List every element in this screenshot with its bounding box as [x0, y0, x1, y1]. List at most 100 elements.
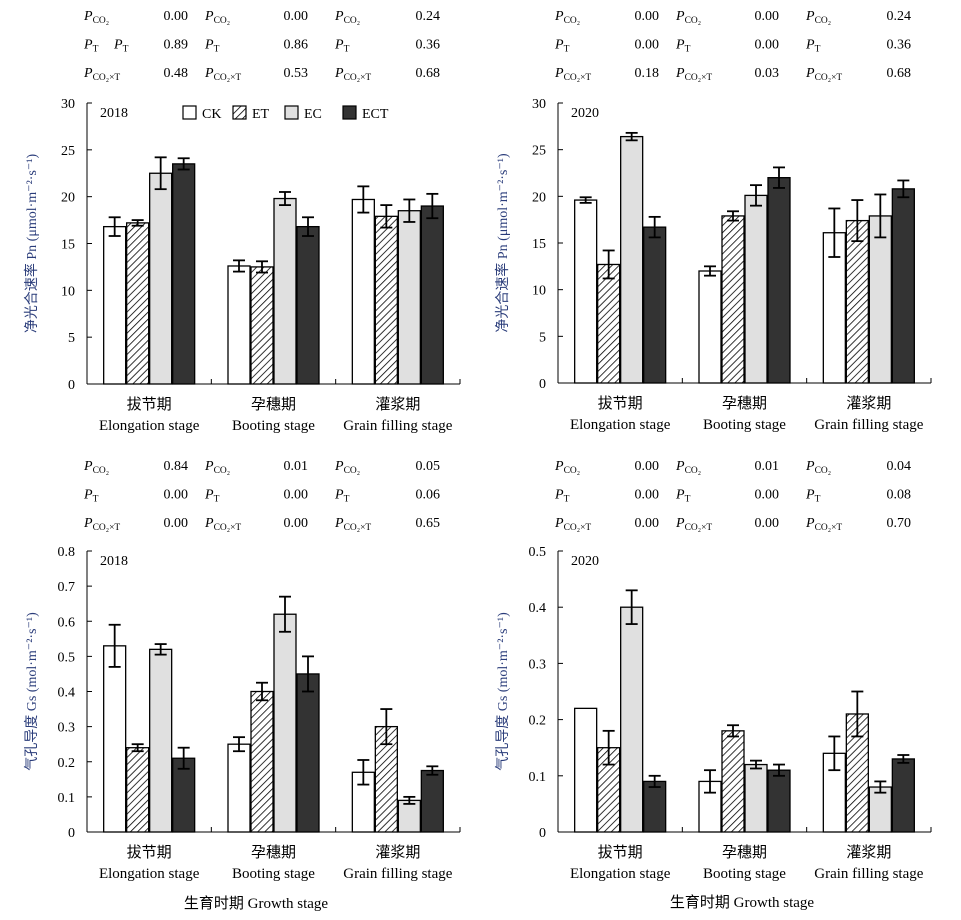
p-value: 0.00 — [755, 488, 780, 503]
bar — [643, 226, 667, 384]
p-label: PCO₂×T — [83, 66, 120, 83]
bar — [868, 786, 892, 833]
p-value: 0.00 — [755, 9, 780, 24]
category-label-en: Grain filling stage — [343, 418, 452, 434]
p-label-extra: PT — [113, 38, 129, 55]
p-label: PCO₂ — [805, 459, 831, 476]
bar — [397, 210, 421, 385]
bar — [126, 747, 150, 833]
legend-label: EC — [304, 107, 322, 122]
bar — [397, 799, 421, 833]
bar — [103, 225, 127, 385]
bar — [296, 225, 320, 385]
p-value: 0.70 — [887, 516, 912, 531]
p-label: PCO₂×T — [204, 516, 241, 533]
y-tick-label: 0.2 — [58, 756, 76, 771]
p-label: PCO₂×T — [204, 66, 241, 83]
bar — [574, 199, 598, 384]
y-axis-label: 净光合速率 Pn (μmol·m⁻²·s⁻¹) — [494, 153, 511, 333]
bar — [420, 769, 444, 833]
bar — [620, 135, 644, 384]
p-label: PT — [334, 488, 350, 505]
p-label: PCO₂×T — [675, 516, 712, 533]
p-value: 0.00 — [284, 9, 309, 24]
category-label-cn: 孕穗期 — [722, 844, 767, 861]
y-tick-label: 30 — [61, 97, 75, 112]
p-label: PCO₂ — [805, 9, 831, 26]
y-axis-label: 气孔导度 Gs (mol·m⁻²·s⁻¹) — [24, 612, 40, 771]
legend-swatch — [182, 105, 197, 120]
legend-swatch — [232, 105, 247, 120]
p-value: 0.36 — [416, 38, 441, 53]
p-value: 0.00 — [284, 516, 309, 531]
category-label-en: Grain filling stage — [343, 866, 452, 882]
p-label: PT — [805, 488, 821, 505]
y-tick-label: 20 — [61, 191, 75, 206]
legend-swatch — [284, 105, 299, 120]
legend-swatch — [342, 105, 357, 120]
category-label-en: Grain filling stage — [814, 417, 923, 433]
p-label: PCO₂ — [204, 9, 230, 26]
p-value: 0.00 — [755, 38, 780, 53]
p-value: 0.00 — [635, 488, 660, 503]
y-tick-label: 0.3 — [529, 657, 547, 672]
category-label-en: Elongation stage — [99, 418, 200, 434]
shared-xlabel-right: 生育时期 Growth stage — [670, 894, 814, 911]
year-label: 2020 — [571, 106, 599, 121]
shared-xlabel-left: 生育时期 Growth stage — [184, 895, 328, 912]
bar — [891, 758, 915, 833]
bar — [744, 194, 768, 384]
category-label-cn: 灌浆期 — [375, 843, 420, 861]
p-value: 0.18 — [635, 66, 660, 81]
p-value: 0.00 — [164, 516, 189, 531]
category-label-en: Booting stage — [232, 418, 315, 434]
p-label: PCO₂ — [675, 9, 701, 26]
year-label: 2018 — [100, 106, 128, 121]
bar — [149, 172, 173, 385]
y-tick-label: 0.4 — [58, 686, 76, 701]
chart-panel-4: PCO₂ 0.00 PCO₂ 0.01 PCO₂ 0.04 PT 0.00 PT 0.00 PT 0.… — [495, 459, 932, 882]
y-tick-label: 5 — [68, 331, 75, 346]
p-label: PCO₂×T — [675, 66, 712, 83]
bar — [149, 648, 173, 833]
category-label-cn: 灌浆期 — [846, 394, 891, 412]
bar — [597, 263, 621, 384]
bar — [103, 645, 127, 833]
p-value: 0.00 — [635, 9, 660, 24]
y-tick-label: 15 — [532, 237, 546, 252]
category-label-en: Booting stage — [232, 866, 315, 882]
bar — [227, 743, 251, 833]
p-value: 0.36 — [887, 38, 912, 53]
p-value: 0.68 — [887, 66, 912, 81]
p-label: PCO₂×T — [334, 516, 371, 533]
p-label: PCO₂×T — [554, 516, 591, 533]
y-tick-label: 20 — [532, 190, 546, 205]
chart-panel-1: PCO₂ 0.00 PCO₂ 0.00 PCO₂ 0.24 PT PT 0.89 PT 0.86 PT… — [23, 9, 461, 434]
chart-panel-3: PCO₂ 0.84 PCO₂ 0.01 PCO₂ 0.05 PT 0.00 PT 0.00 PT 0.… — [24, 459, 461, 882]
bar — [250, 266, 274, 385]
p-label: PCO₂ — [334, 459, 360, 476]
p-value: 0.08 — [887, 488, 912, 503]
category-label-en: Elongation stage — [570, 866, 671, 882]
category-label-cn: 孕穗期 — [251, 844, 296, 861]
category-label-cn: 灌浆期 — [846, 843, 891, 861]
p-label: PT — [83, 38, 99, 55]
p-label: PT — [83, 488, 99, 505]
y-tick-label: 15 — [61, 238, 75, 253]
p-value: 0.65 — [416, 516, 441, 531]
bar — [698, 270, 722, 384]
p-label: PCO₂ — [204, 459, 230, 476]
bar — [172, 163, 196, 385]
y-axis-label: 净光合速率 Pn (μmol·m⁻²·s⁻¹) — [23, 154, 40, 334]
bar — [374, 215, 398, 385]
bar — [296, 673, 320, 833]
bar — [126, 222, 150, 385]
p-label: PT — [554, 488, 570, 505]
p-value: 0.03 — [755, 66, 780, 81]
category-label-en: Grain filling stage — [814, 866, 923, 882]
p-value: 0.00 — [164, 9, 189, 24]
p-value: 0.24 — [416, 9, 441, 24]
p-value: 0.48 — [164, 66, 189, 81]
p-value: 0.68 — [416, 66, 441, 81]
